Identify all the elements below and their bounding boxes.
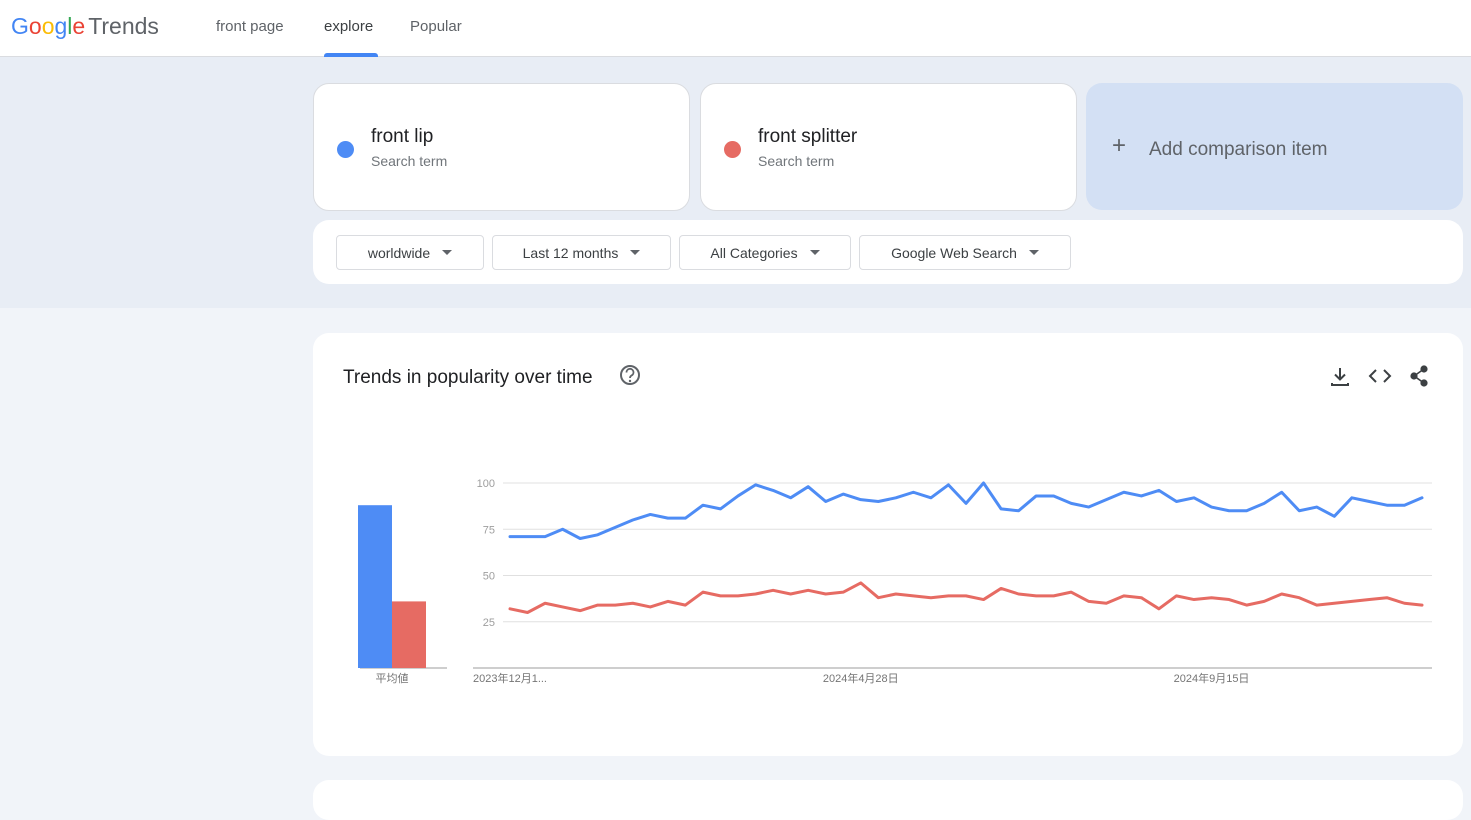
filter-dropdown[interactable]: All Categories — [679, 235, 851, 270]
nav-item[interactable]: explore — [324, 18, 374, 35]
logo[interactable]: Google Trends — [11, 13, 159, 40]
filter-dropdown[interactable]: Google Web Search — [859, 235, 1071, 270]
dropdown-arrow — [1028, 250, 1039, 255]
share-node — [1420, 379, 1428, 387]
embed-glyph — [1368, 369, 1392, 383]
add-comparison[interactable]: + Add comparison item — [1086, 83, 1463, 210]
help-question — [625, 367, 635, 379]
term-card[interactable]: front lip Search term — [313, 83, 690, 211]
filter-dropdown[interactable]: Last 12 months — [492, 235, 671, 270]
embed-icon[interactable] — [1368, 369, 1392, 383]
dropdown-arrow — [630, 250, 641, 255]
download-icon[interactable] — [1331, 368, 1349, 386]
add-label: Add comparison item — [1149, 139, 1328, 160]
filter-label: Google Web Search — [891, 244, 1017, 261]
filter-label: worldwide — [367, 244, 431, 261]
dropdown-arrow — [442, 250, 453, 255]
term-subtitle: Search term — [758, 153, 835, 169]
help-icon[interactable] — [620, 365, 640, 385]
logo-google: Google — [11, 13, 86, 39]
chart-card — [313, 333, 1463, 756]
share-node — [1420, 365, 1428, 373]
nav-item[interactable]: front page — [216, 18, 284, 35]
share-node — [1410, 372, 1418, 380]
help-circle — [620, 365, 640, 385]
filter-label: All Categories — [710, 244, 798, 261]
filter-bar: worldwide Last 12 months All Categories … — [313, 220, 1463, 284]
term-subtitle: Search term — [371, 153, 448, 169]
add-icon: + — [1112, 132, 1127, 159]
nav-active-indicator — [324, 53, 378, 57]
term-name: front lip — [371, 126, 434, 147]
dropdown-arrow — [809, 250, 820, 255]
term-dot — [337, 141, 354, 158]
download-glyph — [1331, 368, 1349, 386]
filter-label: Last 12 months — [522, 244, 619, 261]
next-card — [313, 780, 1463, 820]
term-card[interactable]: front splitter Search term — [700, 83, 1077, 211]
top-bar: Google Trends front page explore Popular — [0, 0, 1471, 57]
logo-trends: Trends — [88, 13, 159, 39]
filter-dropdown[interactable]: worldwide — [336, 235, 484, 270]
term-dot — [724, 141, 741, 158]
nav-item[interactable]: Popular — [410, 18, 462, 35]
share-icon[interactable] — [1410, 365, 1428, 387]
help-dot — [628, 379, 632, 383]
term-name: front splitter — [758, 126, 858, 147]
